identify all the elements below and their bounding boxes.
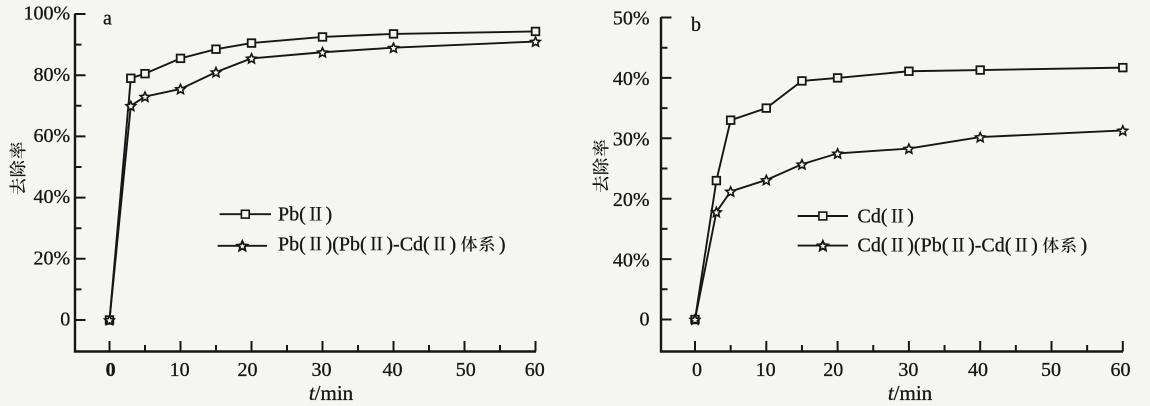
svg-text:50%: 50% xyxy=(613,8,650,30)
svg-text:50: 50 xyxy=(456,359,476,381)
svg-text:)(Pb(: )(Pb( xyxy=(326,233,367,255)
svg-text:20%: 20% xyxy=(34,247,71,269)
svg-text:Pb(: Pb( xyxy=(278,204,306,226)
svg-text:10: 10 xyxy=(756,359,776,381)
svg-text:20%: 20% xyxy=(613,189,650,211)
svg-text:): ) xyxy=(449,233,456,255)
svg-text:60: 60 xyxy=(525,359,545,381)
svg-text:100%: 100% xyxy=(24,3,71,25)
svg-text:a: a xyxy=(103,8,112,30)
svg-text:10: 10 xyxy=(170,359,190,381)
svg-text:): ) xyxy=(1031,235,1038,257)
svg-text:)-Cd(: )-Cd( xyxy=(386,233,430,255)
svg-text:60%: 60% xyxy=(34,125,71,147)
svg-text:)(Pb(: )(Pb( xyxy=(907,235,948,257)
svg-text:80%: 80% xyxy=(34,64,71,86)
svg-text:Pb(: Pb( xyxy=(278,233,306,255)
svg-text:Cd(: Cd( xyxy=(858,206,888,228)
svg-text:30: 30 xyxy=(898,359,918,381)
svg-text:0: 0 xyxy=(106,359,116,381)
svg-text:40%: 40% xyxy=(613,249,650,271)
svg-text:60: 60 xyxy=(1111,359,1131,381)
svg-text:0: 0 xyxy=(640,309,650,331)
svg-text:): ) xyxy=(907,206,914,228)
svg-text:t/min: t/min xyxy=(888,381,933,405)
svg-text:): ) xyxy=(1081,235,1088,257)
svg-text:20: 20 xyxy=(238,359,258,381)
svg-text:40%: 40% xyxy=(613,68,650,90)
svg-text:30%: 30% xyxy=(613,129,650,151)
svg-text:20: 20 xyxy=(823,359,843,381)
svg-text:40: 40 xyxy=(383,359,403,381)
svg-text:0: 0 xyxy=(692,359,702,381)
svg-text:30: 30 xyxy=(312,359,332,381)
svg-text:40%: 40% xyxy=(34,186,71,208)
svg-text:): ) xyxy=(326,204,333,226)
svg-text:0: 0 xyxy=(60,309,70,331)
svg-text:40: 40 xyxy=(968,359,988,381)
svg-text:Cd(: Cd( xyxy=(858,235,888,257)
svg-text:): ) xyxy=(499,233,506,255)
svg-text:b: b xyxy=(691,14,701,36)
svg-text:t/min: t/min xyxy=(309,381,354,405)
svg-text:50: 50 xyxy=(1041,359,1061,381)
svg-text:)-Cd(: )-Cd( xyxy=(968,235,1012,257)
